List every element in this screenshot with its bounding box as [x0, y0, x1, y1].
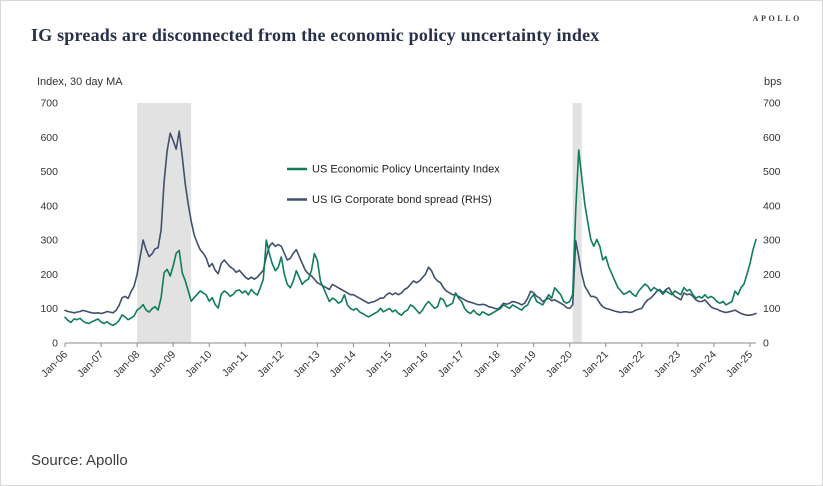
x-axis-tick-label: Jan-08	[111, 349, 142, 380]
chart-svg: Index, 30 day MA bps 0 0 100 100 200 200 300 30…	[37, 76, 782, 380]
y-axis-tick-left: 700	[40, 98, 58, 110]
series-line	[64, 130, 757, 316]
x-axis-tick-label: Jan-24	[688, 349, 719, 380]
chart-title: IG spreads are disconnected from the eco…	[31, 25, 600, 45]
source-note: Source: Apollo	[31, 452, 128, 469]
x-axis-tick-label: Jan-16	[399, 349, 430, 380]
y-axis-tick-left: 200	[40, 269, 58, 281]
recession-band	[137, 103, 192, 343]
right-axis-unit-label: bps	[764, 76, 782, 88]
recession-band	[572, 103, 582, 343]
legend-label: US Economic Policy Uncertainty Index	[312, 164, 500, 176]
y-axis-tick-left: 0	[52, 338, 58, 350]
x-axis-tick-label: Jan-10	[183, 349, 214, 380]
x-axis-tick-label: Jan-07	[75, 349, 106, 380]
x-axis-tick-label: Jan-25	[724, 349, 755, 380]
chart-plot-area: 0 0 100 100 200 200 300 300 400 400 500 500 600 600 70…	[39, 98, 781, 380]
y-axis-tick-left: 500	[40, 166, 58, 178]
y-axis-tick-left: 600	[40, 132, 58, 144]
y-axis-tick-right: 700	[763, 98, 781, 110]
apollo-logo: APOLLO	[752, 14, 802, 23]
x-axis-tick-label: Jan-12	[255, 349, 286, 380]
y-axis-tick-left: 400	[40, 200, 58, 212]
x-axis-tick-label: Jan-13	[291, 349, 322, 380]
x-axis-tick-label: Jan-06	[39, 349, 70, 380]
y-axis-tick-left: 100	[40, 303, 58, 315]
y-axis-tick-right: 300	[763, 235, 781, 247]
y-axis-tick-right: 600	[763, 132, 781, 144]
y-axis-tick-right: 400	[763, 200, 781, 212]
x-axis-tick-label: Jan-14	[327, 349, 358, 380]
x-axis-tick-label: Jan-11	[220, 349, 251, 380]
x-axis-tick-label: Jan-17	[436, 349, 467, 380]
y-axis-tick-right: 200	[763, 269, 781, 281]
left-axis-unit-label: Index, 30 day MA	[37, 76, 123, 88]
x-axis-tick-label: Jan-18	[472, 349, 503, 380]
x-axis-tick-label: Jan-21	[580, 349, 611, 380]
y-axis-tick-left: 300	[40, 235, 58, 247]
y-axis-tick-right: 100	[763, 303, 781, 315]
x-axis-tick-label: Jan-09	[147, 349, 178, 380]
y-axis-tick-right: 0	[763, 338, 769, 350]
x-axis-tick-label: Jan-22	[616, 349, 647, 380]
y-axis-tick-right: 500	[763, 166, 781, 178]
x-axis-tick-label: Jan-15	[363, 349, 394, 380]
x-axis-tick-label: Jan-20	[544, 349, 575, 380]
legend-label: US IG Corporate bond spread (RHS)	[312, 194, 492, 206]
series-line	[64, 149, 757, 326]
x-axis-tick-label: Jan-23	[652, 349, 683, 380]
x-axis-tick-label: Jan-19	[508, 349, 539, 380]
